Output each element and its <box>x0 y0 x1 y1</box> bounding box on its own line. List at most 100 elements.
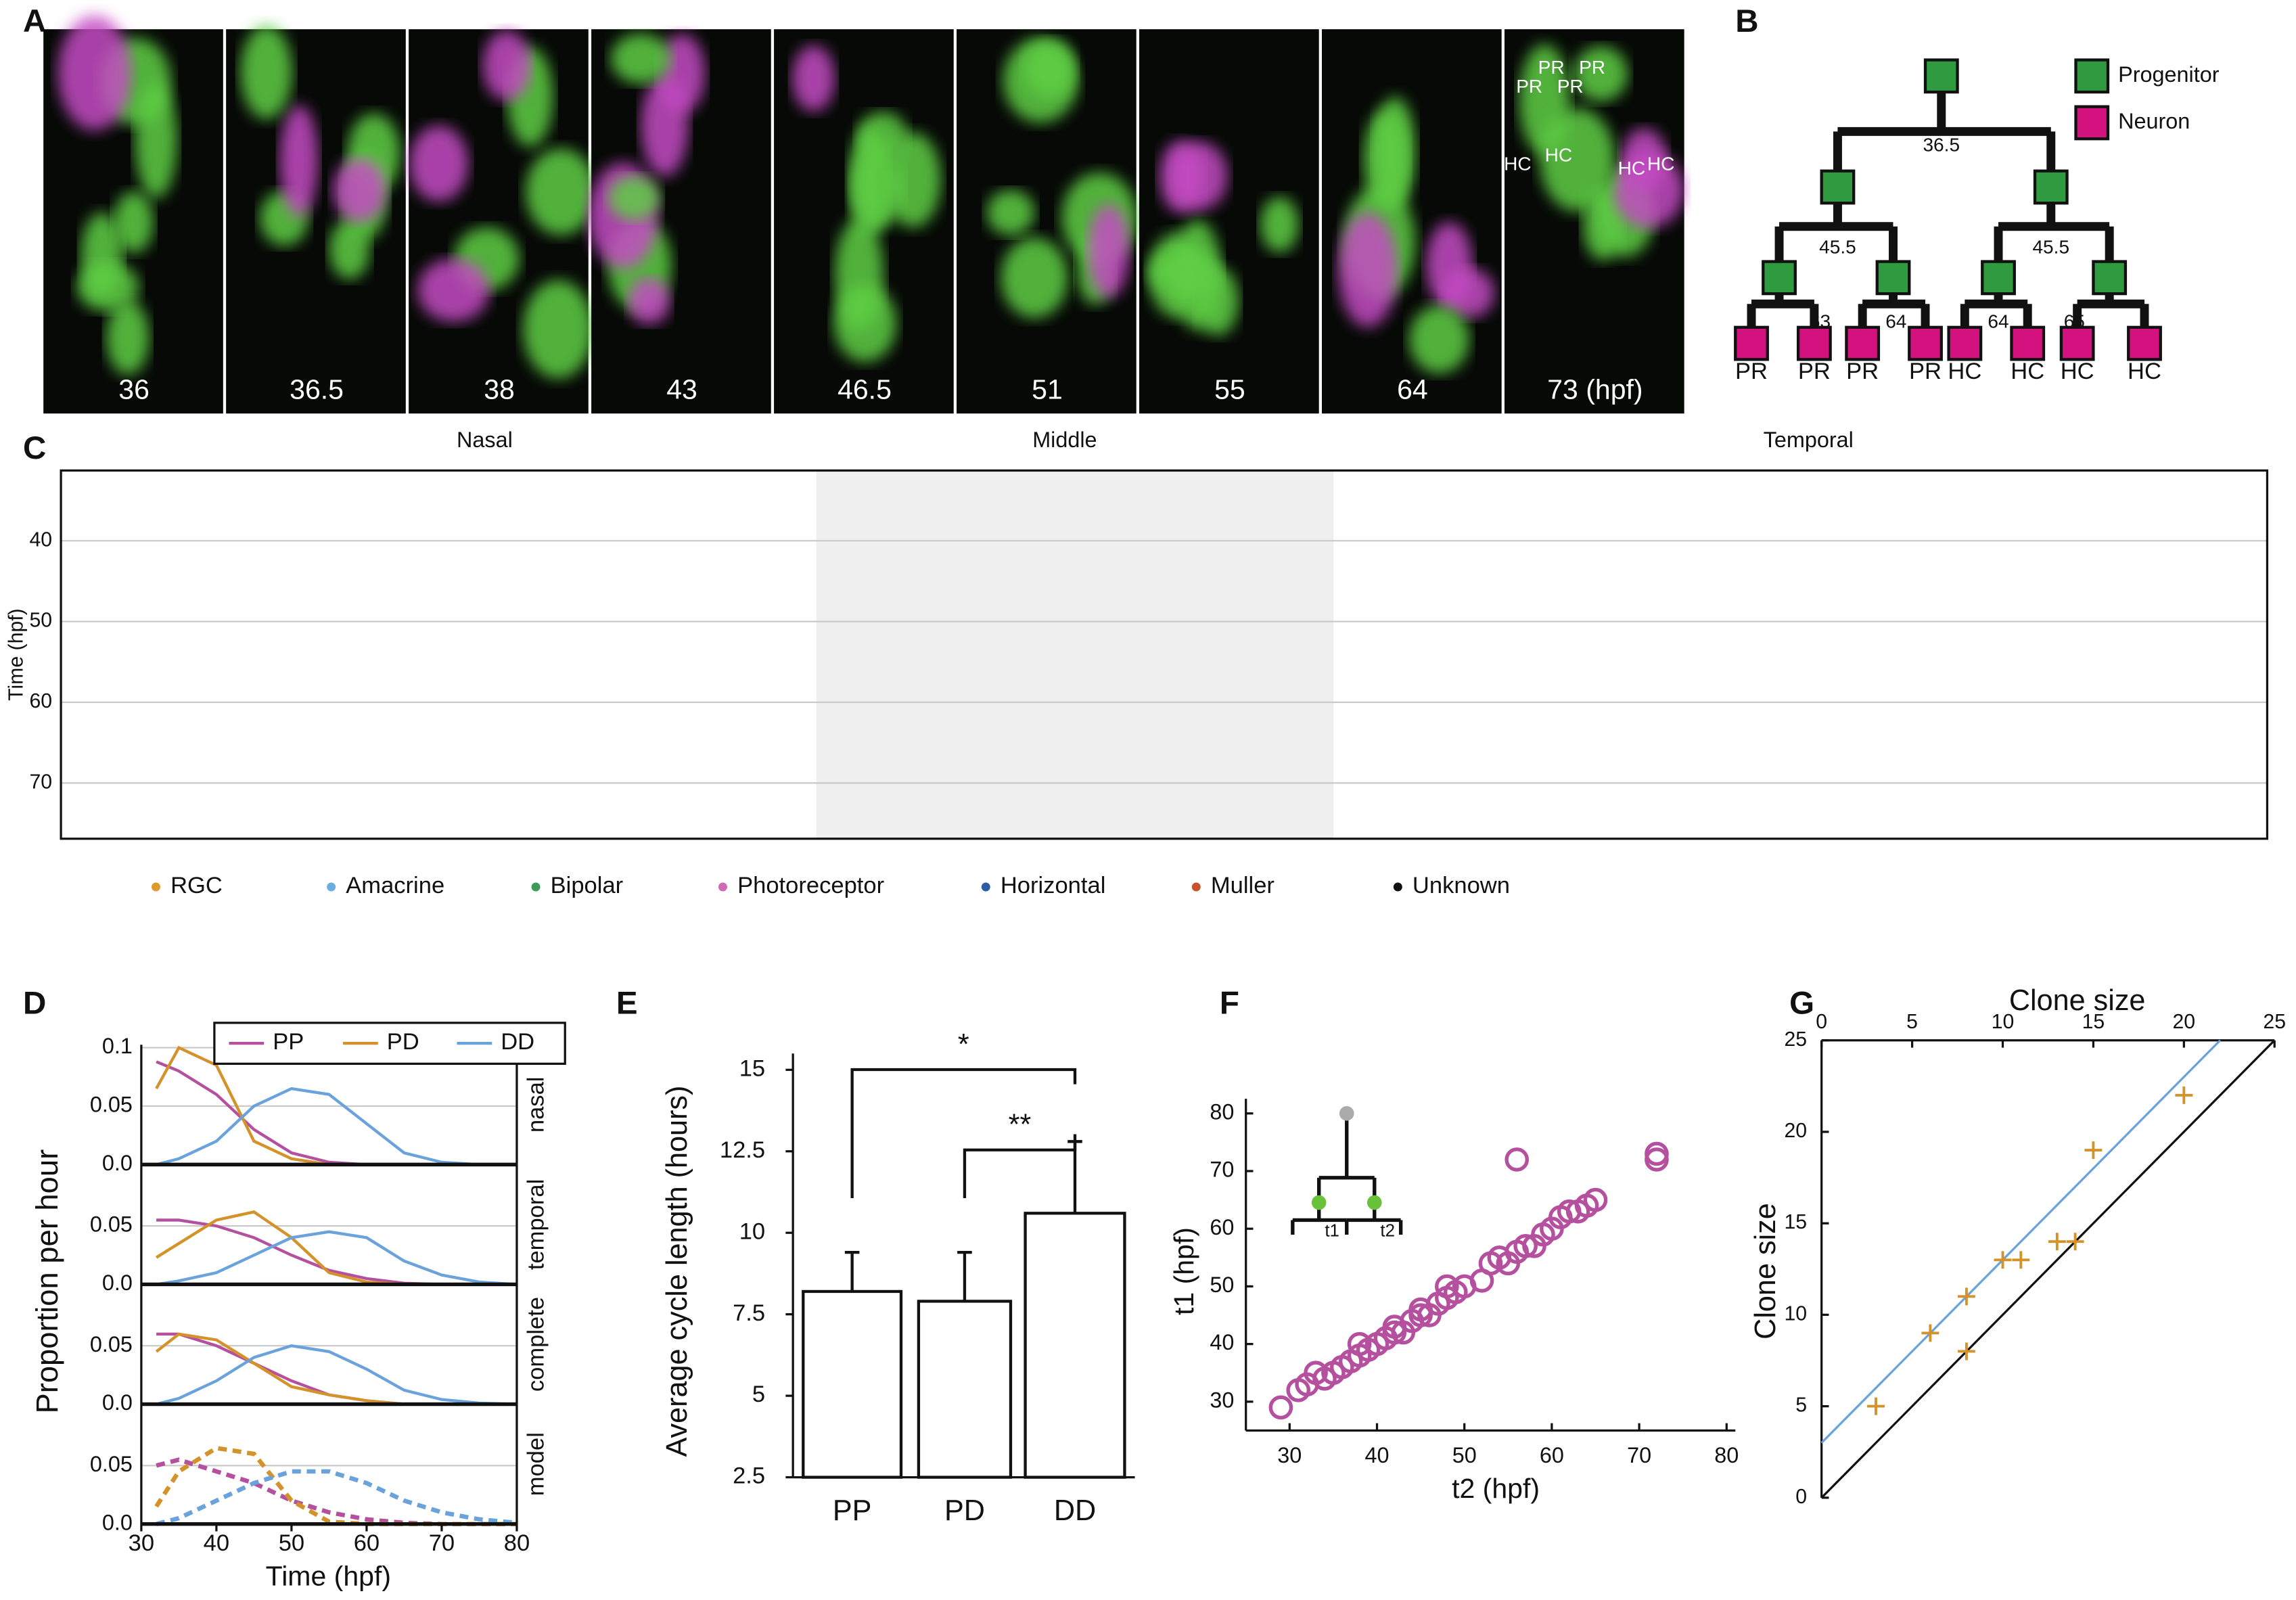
y-tick-label: 0.05 <box>90 1093 133 1117</box>
y-tick-label: 80 <box>1210 1099 1234 1124</box>
cell-annotation: HC <box>1618 158 1646 179</box>
y-tick-label: 70 <box>30 771 53 793</box>
series-line <box>156 1344 518 1406</box>
y-tick-label: 30 <box>1210 1388 1234 1412</box>
legend-label: Progenitor <box>2118 62 2220 87</box>
cell-blob <box>329 219 370 279</box>
series-line <box>156 1060 517 1166</box>
cell-blob <box>409 125 469 202</box>
cell-blob <box>135 83 177 199</box>
scatter-point <box>2012 1251 2030 1269</box>
division-time: 36.5 <box>1923 134 1960 155</box>
legend-label: PD <box>387 1029 419 1055</box>
x-tick-label: 20 <box>2172 1011 2195 1033</box>
x-tick-label: 60 <box>1540 1443 1564 1467</box>
y-axis-label: Clone size <box>1749 1203 1782 1340</box>
x-tick-label: 80 <box>1714 1443 1739 1467</box>
cell-annotation: PR <box>1516 76 1542 97</box>
cell-node <box>1762 260 1797 296</box>
cell-node <box>2033 169 2069 205</box>
cell-blob <box>986 189 1035 235</box>
division-time: 64 <box>1885 311 1906 332</box>
cell-blob <box>1001 237 1068 319</box>
frame-time: 55 <box>1214 374 1245 405</box>
scatter-point <box>1957 1287 1975 1306</box>
x-tick-label: 40 <box>204 1530 229 1556</box>
cell-node <box>2127 325 2162 361</box>
inset-node <box>1311 1195 1327 1210</box>
scatter-point <box>1513 1233 1538 1258</box>
panel-label: B <box>1735 3 1758 39</box>
cell-blob <box>113 191 154 254</box>
cell-blob <box>628 277 670 325</box>
x-axis-label: t2 (hpf) <box>1452 1473 1540 1504</box>
frame-time: 36 <box>118 374 150 405</box>
cell-node <box>2010 325 2046 361</box>
series-line <box>156 1230 518 1286</box>
cell-blob <box>1426 222 1473 309</box>
y-tick-label: 0.1 <box>102 1034 133 1058</box>
x-tick-label: PD <box>944 1494 985 1527</box>
cell-blob <box>1338 212 1398 327</box>
cell-node <box>2059 325 2095 361</box>
y-tick-label: 0.05 <box>90 1332 133 1356</box>
y-axis-label: t1 (hpf) <box>1168 1227 1199 1315</box>
subplot-label: nasal <box>523 1077 549 1133</box>
cell-blob <box>1088 204 1130 298</box>
x-tick-label: 10 <box>1992 1011 2015 1033</box>
region-label: Temporal <box>1764 428 1854 452</box>
cell-blob <box>58 16 132 131</box>
cell-annotation: HC <box>1545 145 1573 166</box>
x-tick-label: 5 <box>1906 1011 1918 1033</box>
y-tick-label: 20 <box>1784 1120 1807 1142</box>
leaf-type: HC <box>2061 359 2094 384</box>
x-tick-label: 70 <box>1627 1443 1651 1467</box>
scatter-point <box>1957 1342 1975 1361</box>
legend-dot <box>718 882 727 892</box>
x-tick-label: 30 <box>1277 1443 1302 1467</box>
cell-blob <box>106 300 150 375</box>
y-tick-label: 0 <box>1795 1486 1807 1508</box>
significance-bracket <box>963 1134 1077 1199</box>
bar <box>1024 1212 1126 1479</box>
cell-blob <box>1149 248 1220 295</box>
division-time: 64 <box>1988 311 2008 332</box>
cell-annotation: HC <box>1647 153 1675 174</box>
inset-node <box>1339 1105 1354 1121</box>
y-tick-label: 5 <box>752 1381 765 1407</box>
cell-blob <box>1409 305 1469 374</box>
scatter-point <box>1583 1187 1608 1212</box>
scatter-point <box>2066 1233 2084 1251</box>
inset-label: t2 <box>1380 1222 1395 1241</box>
y-tick-label: 60 <box>1210 1215 1234 1239</box>
series-line <box>156 1087 517 1166</box>
cell-annotation: PR <box>1579 57 1605 78</box>
cell-node <box>2074 58 2110 94</box>
cell-node <box>1875 260 1911 296</box>
frame-time: 43 <box>666 374 697 405</box>
cell-blob <box>1374 96 1416 208</box>
panel-label: E <box>616 986 638 1022</box>
cell-blob <box>1540 108 1615 212</box>
series-line <box>156 1469 518 1526</box>
legend-label: Muller <box>1211 873 1275 898</box>
x-tick-label: PP <box>833 1494 872 1527</box>
y-axis-label: Average cycle length (hours) <box>661 1086 693 1457</box>
scatter-point <box>1921 1324 1939 1342</box>
legend-label: RGC <box>170 873 223 898</box>
division-time: 63 <box>1810 311 1831 332</box>
cell-blob <box>791 45 835 112</box>
scatter-point <box>2048 1233 2066 1251</box>
cell-blob <box>81 212 123 298</box>
cell-blob <box>525 148 597 235</box>
panel-label: G <box>1789 986 1814 1022</box>
x-tick-label: 30 <box>129 1530 154 1556</box>
subplot-label: temporal <box>523 1179 549 1270</box>
x-tick-label: DD <box>1054 1494 1096 1527</box>
cell-node <box>1796 325 1832 361</box>
significance-label: * <box>958 1028 969 1061</box>
leaf-type: PR <box>1846 359 1879 384</box>
legend-dot <box>531 882 541 892</box>
y-tick-label: 0.0 <box>102 1510 133 1534</box>
